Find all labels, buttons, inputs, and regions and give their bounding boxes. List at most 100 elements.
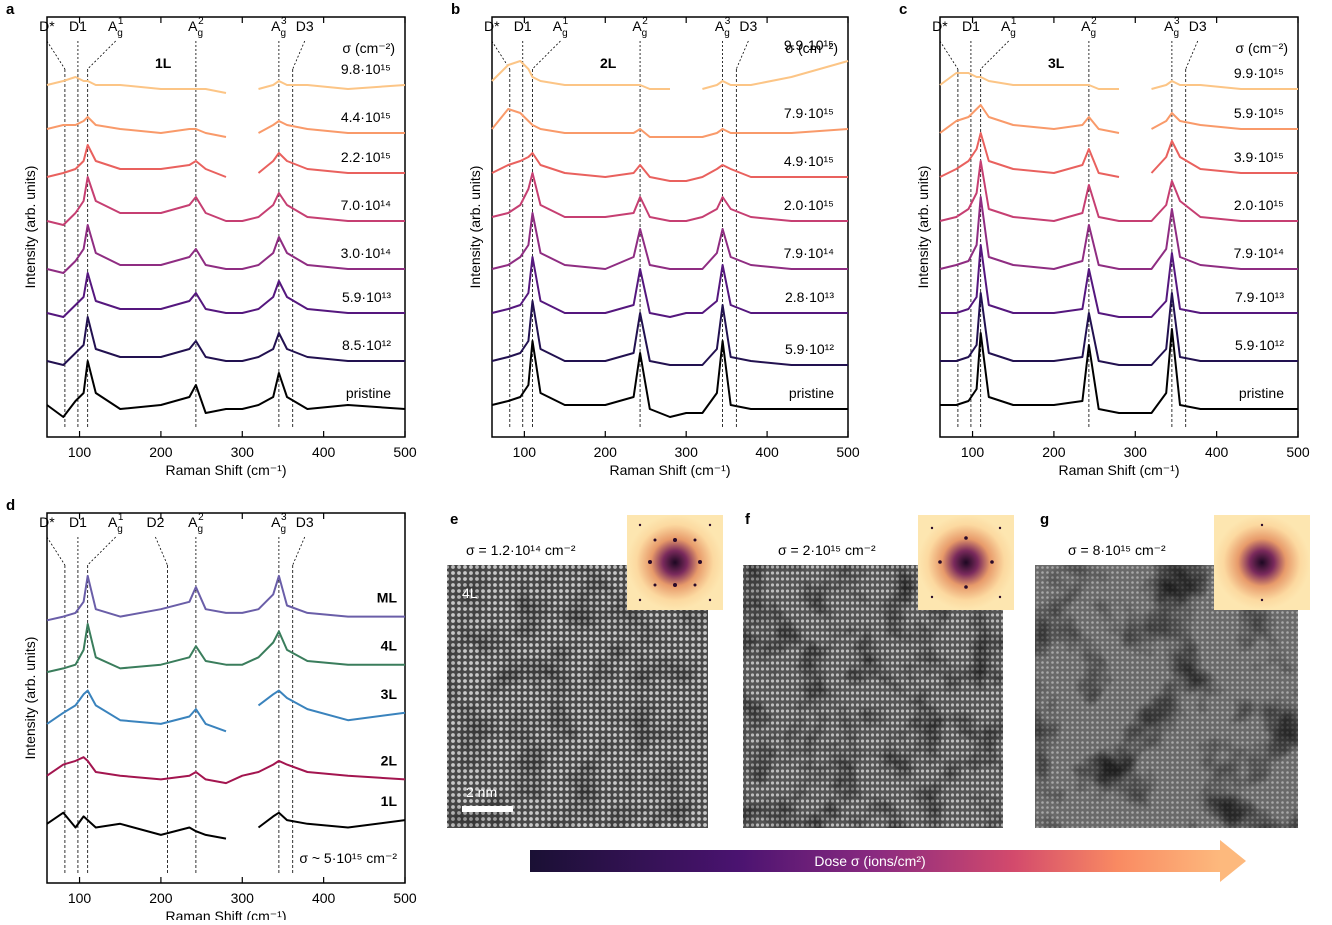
scale-label: 2 nm (466, 784, 497, 800)
sample-label: 2L (600, 55, 617, 71)
peak-label-sup: 1 (1011, 16, 1017, 27)
series-label: 1L (381, 793, 398, 809)
series-label: 9.9·10¹⁵ (1234, 65, 1284, 81)
peak-label: D1 (69, 514, 87, 530)
series-header: σ (cm⁻²) (1235, 40, 1288, 56)
series-label: pristine (789, 385, 834, 401)
peak-label-sup: 3 (281, 16, 287, 27)
series-label: 2.2·10¹⁵ (341, 149, 391, 165)
peak-label-main: A (1164, 18, 1174, 34)
peak-label-main: D* (39, 18, 55, 34)
spectrum (46, 144, 405, 178)
peak-leader (46, 40, 66, 70)
peak-label-sub: g (280, 28, 286, 39)
fft-inset (1214, 515, 1310, 610)
dose-label: σ = 1.2·10¹⁴ cm⁻² (466, 542, 576, 558)
peak-label-sub: g (1010, 28, 1016, 39)
peak-label: Ag1 (553, 16, 569, 39)
peak-label-sub: g (117, 524, 123, 535)
peak-label: D* (39, 514, 55, 530)
peak-label-sup: 3 (725, 16, 731, 27)
series-header: σ (cm⁻²) (785, 40, 838, 56)
peak-label-sup: 2 (198, 16, 204, 27)
x-tick-label: 400 (312, 444, 336, 460)
peak-label: D2 (146, 514, 164, 530)
plot-frame (46, 16, 406, 438)
spectrum (939, 132, 1298, 178)
panel-letter: e (450, 511, 458, 528)
spectrum (939, 104, 1298, 134)
peak-leader (292, 40, 306, 70)
peak-label-main: A (715, 18, 725, 34)
peak-label-sup: 1 (563, 16, 569, 27)
peak-label-sub: g (562, 28, 568, 39)
peak-label-main: D3 (1189, 18, 1207, 34)
peak-label: D1 (69, 18, 87, 34)
spectrum (491, 256, 848, 318)
peak-label-main: A (553, 18, 563, 34)
layer-label: 4L (462, 585, 478, 601)
series-label: pristine (1239, 385, 1284, 401)
note: σ ~ 5·10¹⁵ cm⁻² (299, 850, 397, 866)
peak-label-sup: 2 (642, 16, 648, 27)
spectrum (46, 272, 405, 318)
spectrum (46, 689, 406, 733)
series-label: 3.9·10¹⁵ (1234, 149, 1284, 165)
peak-label: D* (484, 18, 500, 34)
peak-label: D3 (296, 18, 314, 34)
peak-label-main: D3 (296, 18, 314, 34)
peak-label-sup: 2 (1091, 16, 1097, 27)
peak-leader (1185, 40, 1199, 70)
series-label: 7.9·10¹⁵ (784, 105, 834, 121)
peak-label-sub: g (1173, 28, 1179, 39)
peak-label-sup: 1 (118, 16, 124, 27)
peak-label: D3 (1189, 18, 1207, 34)
peak-label-main: A (188, 514, 198, 530)
series-label: 2.0·10¹⁵ (784, 197, 834, 213)
series-label: 8.5·10¹² (342, 337, 391, 353)
peak-label-sub: g (198, 524, 204, 535)
dose-label: σ = 8·10¹⁵ cm⁻² (1068, 542, 1166, 558)
fft-inset (627, 515, 723, 610)
peak-label: Ag3 (1164, 16, 1180, 39)
y-axis-title: Intensity (arb. units) (467, 166, 483, 289)
peak-label-main: D* (484, 18, 500, 34)
spectrum (939, 196, 1298, 270)
spectrum (46, 574, 405, 622)
x-tick-label: 200 (594, 444, 618, 460)
x-axis-title: Raman Shift (cm⁻¹) (166, 462, 287, 478)
peak-label-sub: g (642, 28, 648, 39)
spectrum (491, 212, 848, 270)
x-tick-label: 100 (961, 444, 985, 460)
peak-label-sub: g (280, 524, 286, 535)
x-tick-label: 400 (312, 890, 336, 906)
peak-label: Ag3 (715, 16, 731, 39)
peak-label-main: D3 (739, 18, 757, 34)
x-tick-label: 300 (1124, 444, 1148, 460)
plot-frame (46, 512, 406, 884)
peak-label: D3 (739, 18, 757, 34)
peak-label-sub: g (1091, 28, 1097, 39)
peak-label: Ag1 (108, 16, 124, 39)
y-axis-title: Intensity (arb. units) (22, 166, 38, 289)
peak-label: Ag2 (188, 512, 204, 535)
x-tick-label: 400 (1205, 444, 1229, 460)
spectrum (939, 160, 1298, 222)
sample-label: 3L (1048, 55, 1065, 71)
x-tick-label: 300 (675, 444, 699, 460)
series-label: 7.9·10¹³ (1235, 289, 1284, 305)
peak-leader (292, 536, 306, 566)
peak-label-main: D1 (69, 18, 87, 34)
x-tick-label: 300 (231, 890, 255, 906)
panel-letter: f (745, 511, 751, 528)
series-label: 7.9·10¹⁴ (784, 245, 834, 261)
plot-frame (939, 16, 1299, 438)
peak-label-main: A (632, 18, 642, 34)
y-axis-title: Intensity (arb. units) (915, 166, 931, 289)
series-label: 7.0·10¹⁴ (341, 197, 391, 213)
dose-arrow (530, 840, 1246, 882)
series-label: 2L (381, 752, 398, 768)
x-axis-title: Raman Shift (cm⁻¹) (610, 462, 731, 478)
